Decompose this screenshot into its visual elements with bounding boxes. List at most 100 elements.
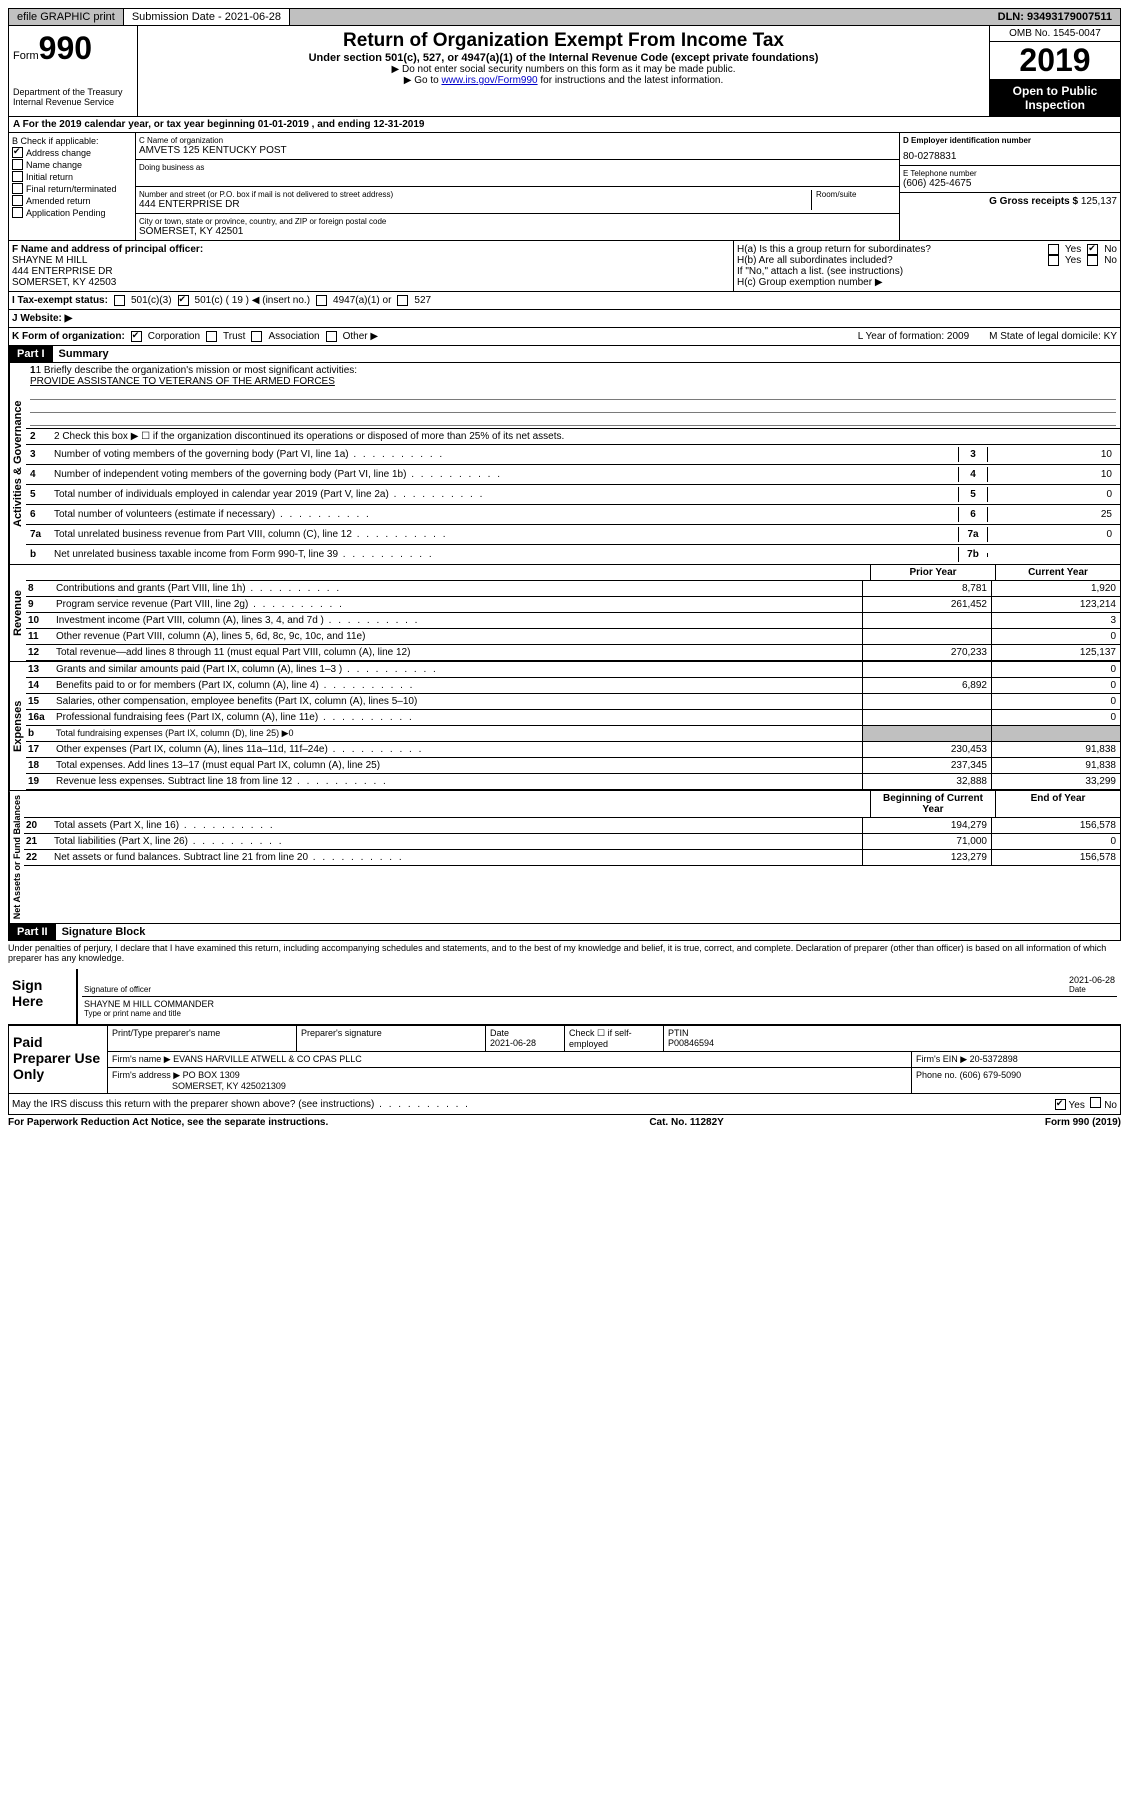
c13: 0 (991, 662, 1120, 677)
l21: Total liabilities (Part X, line 26) (52, 834, 862, 849)
opt-501c3: 501(c)(3) (131, 295, 172, 306)
discuss-no: No (1104, 1100, 1117, 1111)
col-c: C Name of organization AMVETS 125 KENTUC… (136, 133, 899, 240)
chk-address-change[interactable] (12, 147, 23, 158)
chk-corp[interactable] (131, 331, 142, 342)
firm-ein: 20-5372898 (970, 1054, 1018, 1064)
chk-discuss-no[interactable] (1090, 1097, 1101, 1108)
col-h: H(a) Is this a group return for subordin… (734, 241, 1120, 291)
j-label: J Website: ▶ (12, 313, 72, 324)
vlabel-revenue: Revenue (9, 565, 26, 661)
part-i-tag: Part I (9, 346, 53, 362)
chk-hb-yes[interactable] (1048, 255, 1059, 266)
form990-link[interactable]: www.irs.gov/Form990 (441, 75, 537, 86)
p15 (862, 694, 991, 709)
sub3-pre: ▶ Go to (404, 75, 442, 86)
l3-val: 10 (987, 447, 1116, 462)
l7b-text: Net unrelated business taxable income fr… (54, 549, 958, 560)
sig-date-label: Date (1069, 985, 1115, 994)
chk-hb-no[interactable] (1087, 255, 1098, 266)
officer-typed-name: SHAYNE M HILL COMMANDER (84, 999, 214, 1009)
hb-label: H(b) Are all subordinates included? (737, 255, 893, 266)
officer-addr1: 444 ENTERPRISE DR (12, 266, 730, 277)
col-d-e-g: D Employer identification number 80-0278… (899, 133, 1120, 240)
lbl-final-return: Final return/terminated (26, 184, 117, 194)
b-label: B Check if applicable: (12, 136, 132, 146)
dept-irs: Internal Revenue Service (13, 97, 133, 107)
section-b-through-g: B Check if applicable: Address change Na… (8, 133, 1121, 241)
firm-addr-label: Firm's address ▶ (112, 1070, 180, 1080)
c14: 0 (991, 678, 1120, 693)
chk-final-return[interactable] (12, 183, 23, 194)
c16a: 0 (991, 710, 1120, 725)
l7b-val (987, 553, 1116, 557)
officer-name: SHAYNE M HILL (12, 255, 730, 266)
p11 (862, 629, 991, 644)
chk-initial-return[interactable] (12, 171, 23, 182)
footer-right: Form 990 (2019) (1045, 1117, 1121, 1128)
opt-corp: Corporation (148, 331, 200, 342)
header-sub3: ▶ Go to www.irs.gov/Form990 for instruct… (142, 75, 985, 86)
ptin-val: P00846594 (668, 1038, 1116, 1048)
chk-4947[interactable] (316, 295, 327, 306)
l6-val: 25 (987, 507, 1116, 522)
chk-app-pending[interactable] (12, 207, 23, 218)
l22: Net assets or fund balances. Subtract li… (52, 850, 862, 865)
col-f: F Name and address of principal officer:… (9, 241, 734, 291)
phone-value: (606) 425-4675 (903, 178, 1117, 189)
expenses-section: Expenses 13Grants and similar amounts pa… (8, 662, 1121, 791)
chk-amended[interactable] (12, 195, 23, 206)
c8: 1,920 (991, 581, 1120, 596)
section-f-h: F Name and address of principal officer:… (8, 241, 1121, 292)
c15: 0 (991, 694, 1120, 709)
d-label: D Employer identification number (903, 136, 1117, 145)
l16b: Total fundraising expenses (Part IX, col… (54, 726, 862, 741)
p21: 71,000 (862, 834, 991, 849)
chk-discuss-yes[interactable] (1055, 1099, 1066, 1110)
l11: Other revenue (Part VIII, column (A), li… (54, 629, 862, 644)
chk-501c3[interactable] (114, 295, 125, 306)
chk-trust[interactable] (206, 331, 217, 342)
mission-line-3 (30, 400, 1116, 413)
chk-527[interactable] (397, 295, 408, 306)
firm-addr1: PO BOX 1309 (183, 1070, 240, 1080)
typed-name-label: Type or print name and title (84, 1009, 214, 1018)
l9: Program service revenue (Part VIII, line… (54, 597, 862, 612)
prep-c4: Check ☐ if self-employed (569, 1028, 659, 1049)
officer-addr2: SOMERSET, KY 42503 (12, 277, 730, 288)
footer-mid: Cat. No. 11282Y (649, 1117, 723, 1128)
l15: Salaries, other compensation, employee b… (54, 694, 862, 709)
phone-label: Phone no. (916, 1070, 957, 1080)
m-state-domicile: M State of legal domicile: KY (989, 331, 1117, 342)
l4-text: Number of independent voting members of … (54, 469, 958, 480)
opt-4947: 4947(a)(1) or (333, 295, 391, 306)
footer: For Paperwork Reduction Act Notice, see … (8, 1115, 1121, 1130)
org-name: AMVETS 125 KENTUCKY POST (139, 145, 896, 156)
chk-ha-no[interactable] (1087, 244, 1098, 255)
dba-label: Doing business as (139, 163, 896, 172)
p19: 32,888 (862, 774, 991, 789)
open-public-inspection: Open to Public Inspection (990, 80, 1120, 116)
hc-label: H(c) Group exemption number ▶ (737, 277, 1117, 288)
hb-note: If "No," attach a list. (see instruction… (737, 266, 1117, 277)
header-center: Return of Organization Exempt From Incom… (138, 26, 989, 116)
chk-assoc[interactable] (251, 331, 262, 342)
sign-here-section: Sign Here Signature of officer 2021-06-2… (8, 969, 1121, 1025)
mission-text: PROVIDE ASSISTANCE TO VETERANS OF THE AR… (30, 376, 1116, 387)
p22: 123,279 (862, 850, 991, 865)
chk-ha-yes[interactable] (1048, 244, 1059, 255)
sub3-post: for instructions and the latest informat… (538, 75, 724, 86)
ha-label: H(a) Is this a group return for subordin… (737, 244, 931, 255)
l2-text: 2 Check this box ▶ ☐ if the organization… (54, 431, 1116, 442)
row-i: I Tax-exempt status: 501(c)(3) 501(c) ( … (8, 292, 1121, 310)
firm-phone: (606) 679-5090 (960, 1070, 1022, 1080)
c-name-label: C Name of organization (139, 136, 896, 145)
chk-name-change[interactable] (12, 159, 23, 170)
activities-governance: Activities & Governance 11 Briefly descr… (8, 363, 1121, 565)
p16b (862, 726, 991, 741)
chk-501c[interactable] (178, 295, 189, 306)
chk-other[interactable] (326, 331, 337, 342)
header-right: OMB No. 1545-0047 2019 Open to Public In… (989, 26, 1120, 116)
p12: 270,233 (862, 645, 991, 660)
e-label: E Telephone number (903, 169, 1117, 178)
